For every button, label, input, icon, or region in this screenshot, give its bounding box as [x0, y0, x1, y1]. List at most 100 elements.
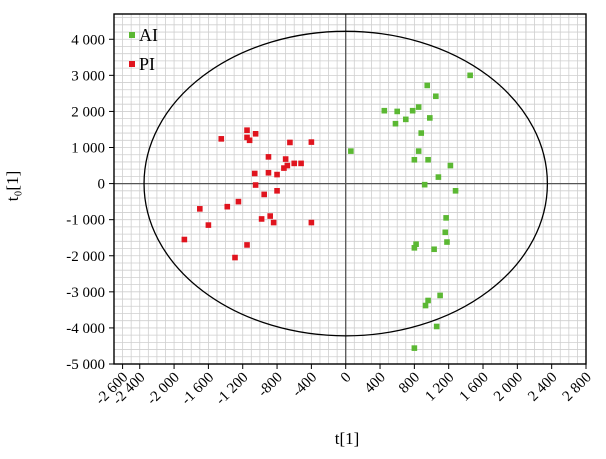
data-point-ai: [427, 115, 433, 121]
data-point-pi: [244, 134, 250, 141]
x-tick-label: 400: [362, 370, 389, 397]
x-tick-label: -400: [289, 370, 320, 401]
data-point-pi: [287, 139, 293, 146]
x-tick-label: 0: [338, 370, 355, 387]
y-tick-label: 3 000: [71, 68, 105, 84]
data-point-pi: [267, 213, 273, 219]
x-tick-label: 1 200: [422, 370, 457, 405]
data-point-ai: [437, 292, 443, 299]
y-tick-label: -3 000: [66, 285, 105, 301]
legend-label-pi: PI: [139, 54, 155, 74]
data-point-pi: [261, 191, 267, 198]
y-axis-title: t₀[1]: [3, 171, 22, 201]
y-tick-label: -5 000: [66, 357, 105, 373]
data-point-pi: [252, 130, 259, 137]
data-point-ai: [411, 156, 418, 163]
y-tick-label: 1 000: [71, 141, 105, 157]
x-tick-label: 800: [396, 370, 423, 397]
data-point-pi: [252, 182, 259, 188]
data-point-ai: [348, 148, 354, 154]
data-point-ai: [431, 246, 437, 253]
data-point-pi: [197, 206, 203, 212]
data-point-pi: [246, 137, 253, 144]
plot-frame: [113, 13, 587, 365]
data-point-pi: [282, 156, 289, 162]
data-point-ai: [442, 229, 449, 236]
x-tick-label: 2 400: [525, 370, 560, 405]
data-point-ai: [402, 116, 409, 123]
data-point-pi: [232, 254, 238, 261]
x-tick-label: -1 200: [213, 370, 252, 409]
data-point-ai: [422, 302, 429, 309]
data-point-ai: [447, 162, 454, 169]
data-point-ai: [392, 120, 399, 127]
data-point-ai: [411, 245, 418, 251]
data-point-ai: [443, 215, 449, 221]
data-point-ai: [452, 188, 459, 194]
data-point-ai: [424, 82, 431, 89]
data-point-pi: [274, 171, 280, 178]
x-tick-label: 1 600: [457, 370, 492, 405]
y-tick-label: 0: [98, 177, 106, 193]
x-tick-label: -2 000: [144, 370, 183, 409]
data-point-ai: [421, 181, 428, 188]
data-point-pi: [218, 136, 225, 142]
hotelling-ellipse: [143, 30, 549, 337]
y-axis-ticks: 4 000 3 000 2 000 1 000 0 -1 000 -2 000 -3 000 -…: [66, 32, 114, 373]
data-point-pi: [205, 222, 212, 228]
x-tick-label: 2 800: [560, 370, 595, 405]
data-point-pi: [308, 139, 315, 145]
series-pi: [181, 127, 315, 261]
data-point-ai: [415, 148, 422, 154]
data-point-ai: [409, 107, 416, 114]
data-point-ai: [467, 72, 473, 79]
grid: [113, 14, 587, 365]
data-point-pi: [251, 170, 258, 177]
x-tick-label: -1 600: [179, 370, 218, 409]
data-point-pi: [308, 219, 315, 226]
data-point-ai: [433, 93, 439, 100]
data-point-ai: [433, 323, 440, 330]
data-point-pi: [270, 219, 277, 226]
data-points: [181, 72, 473, 351]
data-point-pi: [274, 188, 280, 194]
data-point-ai: [425, 156, 431, 163]
data-point-ai: [418, 130, 425, 136]
x-axis-ticks: -2 600-2 400-2 000-1 600-1 200 -800 -400 0 4…: [93, 364, 595, 408]
axes: [114, 14, 586, 364]
y-tick-label: -4 000: [66, 321, 105, 337]
data-point-pi: [244, 127, 250, 133]
data-point-pi: [298, 160, 304, 167]
data-point-pi: [265, 154, 272, 160]
x-axis-title: t[1]: [335, 429, 360, 448]
series-ai: [348, 72, 473, 351]
data-point-ai: [411, 345, 418, 351]
data-point-pi: [284, 162, 291, 169]
data-point-pi: [291, 160, 298, 167]
y-tick-label: 2 000: [71, 104, 105, 120]
legend-marker-ai: [129, 32, 135, 38]
plot-border: [113, 13, 587, 365]
x-tick-label: 2 000: [491, 370, 526, 405]
data-point-ai: [394, 108, 400, 115]
data-point-pi: [281, 165, 287, 171]
legend-marker-pi: [129, 61, 135, 67]
data-point-pi: [224, 203, 231, 210]
data-point-ai: [415, 104, 422, 110]
data-point-pi: [258, 216, 265, 222]
data-point-pi: [181, 236, 188, 243]
data-point-ai: [425, 297, 431, 304]
data-point-ai: [381, 107, 388, 114]
data-point-pi: [265, 169, 272, 176]
legend: AI PI: [129, 25, 158, 74]
y-tick-label: -1 000: [66, 213, 105, 229]
plot-background: [114, 14, 586, 364]
data-point-ai: [435, 174, 442, 180]
data-point-pi: [235, 198, 242, 205]
data-point-pi: [244, 242, 250, 248]
legend-label-ai: AI: [139, 25, 158, 45]
data-point-ai: [413, 241, 419, 248]
x-tick-label: -800: [255, 370, 286, 401]
y-tick-label: 4 000: [71, 32, 105, 48]
